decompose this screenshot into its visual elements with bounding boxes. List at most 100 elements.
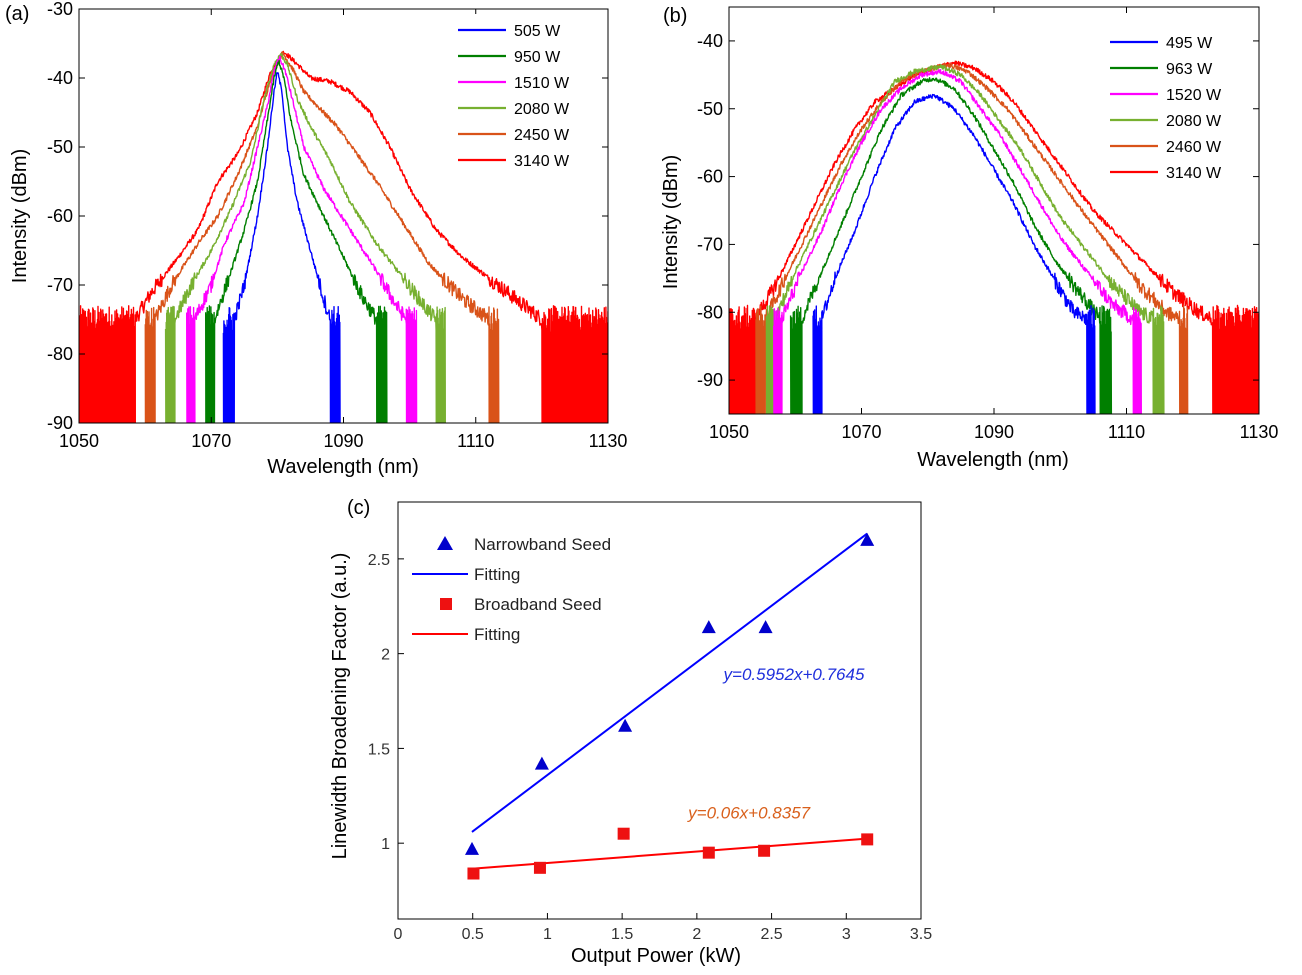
panel-b-label: (b) bbox=[663, 5, 687, 27]
panel-a-ytick-label: -60 bbox=[47, 206, 73, 226]
panel-c-xtick-label: 2 bbox=[692, 926, 701, 943]
panel-b-legend-label: 2080 W bbox=[1166, 113, 1222, 130]
panel-c-narrowband-point bbox=[701, 620, 716, 634]
panel-c-narrowband-point bbox=[465, 841, 479, 855]
panel-c-xtick-label: 3.5 bbox=[910, 926, 932, 943]
panel-b-series-2080w bbox=[765, 64, 1165, 414]
panel-a-xtick-label: 1090 bbox=[323, 431, 363, 451]
panel-c-xtick-label: 1.5 bbox=[611, 926, 633, 943]
panel-b-legend-label: 963 W bbox=[1166, 61, 1213, 78]
panel-a-plot: 1050 1070 1090 1110 1130 -30 -40 -50 -60 -70 -80 -9… bbox=[47, 0, 627, 451]
panel-c-ytick-label: 1.5 bbox=[368, 741, 390, 758]
panel-c-broadband-point bbox=[617, 827, 630, 840]
panel-b-xlabel: Wavelength (nm) bbox=[917, 449, 1069, 471]
panel-c-plot: 0 0.5 1 1.5 2 2.5 3 3.5 1 1.5 2 2.5 y=0.5952x+0.7645… bbox=[368, 501, 932, 943]
panel-c-legend-label: Narrowband Seed bbox=[474, 535, 611, 554]
panel-c-xlabel: Output Power (kW) bbox=[571, 945, 741, 967]
panel-c-ylabel: Linewidth Broadening Factor (a.u.) bbox=[329, 553, 351, 860]
panel-c-legend: Narrowband Seed Fitting Broadband Seed Fitt… bbox=[412, 535, 611, 644]
panel-b-xtick-label: 1070 bbox=[841, 422, 881, 442]
panel-b-series-495w bbox=[812, 93, 1096, 414]
panel-c-fit-equation-1: y=0.06x+0.8357 bbox=[687, 804, 810, 823]
panel-c: (c) 0 0.5 1 1.5 2 2.5 3 3.5 1 1.5 2 2.5 y=0.5952x+0.… bbox=[329, 497, 932, 967]
panel-a-xtick-label: 1070 bbox=[191, 431, 231, 451]
panel-b-series-2460w bbox=[755, 62, 1189, 414]
panel-a-series-2080w bbox=[164, 53, 446, 423]
panel-b-xtick-label: 1130 bbox=[1240, 422, 1279, 442]
panel-c-narrowband-point bbox=[860, 532, 875, 546]
panel-c-broadband-point bbox=[758, 844, 771, 857]
panel-c-xtick-label: 0 bbox=[394, 926, 403, 943]
panel-b: (b) 1050 1070 1090 1110 1130 -40 -50 -60 -70 -80 -… bbox=[660, 5, 1278, 471]
panel-a-ytick-label: -90 bbox=[47, 413, 73, 433]
panel-b-plot: 1050 1070 1090 1110 1130 -40 -50 -60 -70 -80 -90 49… bbox=[697, 6, 1279, 442]
panel-b-legend-label: 1520 W bbox=[1166, 87, 1222, 104]
panel-a-data bbox=[79, 50, 608, 423]
panel-c-broadband-point bbox=[467, 867, 480, 880]
panel-c-xtick-label: 1 bbox=[543, 926, 552, 943]
panel-b-series-963w bbox=[789, 77, 1113, 414]
panel-a-series-505w bbox=[222, 72, 341, 423]
panel-c-axes-frame bbox=[397, 501, 922, 920]
panel-b-ytick-label: -50 bbox=[697, 99, 723, 119]
panel-c-xtick-label: 0.5 bbox=[462, 926, 484, 943]
panel-b-legend-label: 3140 W bbox=[1166, 165, 1222, 182]
panel-b-data bbox=[729, 60, 1259, 414]
panel-c-broadband-point bbox=[861, 833, 874, 846]
panel-b-legend-box bbox=[1100, 26, 1250, 186]
panel-a-series-2450w bbox=[144, 51, 500, 423]
panel-a-ytick-label: -50 bbox=[47, 137, 73, 157]
panel-c-broadband-point bbox=[533, 861, 546, 874]
panel-c-ytick-label: 2 bbox=[381, 647, 390, 664]
panel-b-series-1520w bbox=[773, 69, 1142, 414]
panel-c-legend-marker-square bbox=[440, 598, 452, 610]
panel-c-narrowband-point bbox=[758, 620, 773, 634]
panel-b-ytick-label: -90 bbox=[697, 370, 723, 390]
panel-a-series-950w bbox=[205, 60, 388, 423]
panel-b-legend-label: 495 W bbox=[1166, 35, 1213, 52]
panel-a-xlabel: Wavelength (nm) bbox=[267, 456, 419, 478]
panel-c-broadband-point bbox=[702, 846, 715, 859]
panel-a: (a) 1050 1070 1090 1110 1130 -30 -40 -50 -60 -70 -… bbox=[5, 0, 627, 478]
panel-b-ylabel: Intensity (dBm) bbox=[660, 155, 682, 289]
panel-a-legend: 505 W 950 W 1510 W 2080 W 2450 W 3140 W bbox=[448, 14, 596, 176]
panel-c-label: (c) bbox=[347, 497, 370, 519]
panel-a-legend-label: 2080 W bbox=[514, 101, 570, 118]
panel-c-fit-equation-0: y=0.5952x+0.7645 bbox=[723, 665, 865, 684]
panel-c-legend-marker-triangle bbox=[437, 536, 453, 550]
panel-a-ytick-label: -70 bbox=[47, 275, 73, 295]
panel-a-ytick-label: -80 bbox=[47, 344, 73, 364]
panel-a-legend-box bbox=[448, 14, 596, 176]
panel-b-ytick-label: -70 bbox=[697, 234, 723, 254]
panel-a-legend-label: 1510 W bbox=[514, 75, 570, 92]
panel-b-xtick-label: 1050 bbox=[709, 422, 749, 442]
panel-a-ytick-label: -30 bbox=[47, 0, 73, 19]
panel-b-ytick-label: -60 bbox=[697, 167, 723, 187]
panel-b-legend: 495 W 963 W 1520 W 2080 W 2460 W 3140 W bbox=[1100, 26, 1250, 186]
panel-b-series-3140w bbox=[729, 60, 1259, 414]
panel-a-legend-label: 505 W bbox=[514, 23, 561, 40]
panel-c-legend-label: Fitting bbox=[474, 565, 520, 584]
panel-a-label: (a) bbox=[5, 3, 29, 25]
panel-c-ytick-label: 1 bbox=[381, 836, 390, 853]
panel-a-series-1510w bbox=[186, 55, 418, 423]
panel-a-xtick-label: 1110 bbox=[457, 431, 494, 451]
panel-b-ytick-label: -80 bbox=[697, 302, 723, 322]
panel-c-xtick-label: 3 bbox=[842, 926, 851, 943]
panel-c-ytick-label: 2.5 bbox=[368, 552, 390, 569]
panel-a-legend-label: 3140 W bbox=[514, 153, 570, 170]
panel-b-xtick-label: 1090 bbox=[974, 422, 1014, 442]
panel-a-ytick-label: -40 bbox=[47, 68, 73, 88]
panel-c-narrowband-point bbox=[534, 756, 549, 770]
panel-b-legend-label: 2460 W bbox=[1166, 139, 1222, 156]
panel-a-xtick-label: 1050 bbox=[59, 431, 99, 451]
panel-c-xtick-label: 2.5 bbox=[760, 926, 782, 943]
panel-c-fit-line-0 bbox=[471, 532, 868, 833]
panel-a-legend-label: 2450 W bbox=[514, 127, 570, 144]
panel-b-ytick-label: -40 bbox=[697, 31, 723, 51]
panel-a-ylabel: Intensity (dBm) bbox=[9, 149, 31, 283]
panel-b-xtick-label: 1110 bbox=[1108, 422, 1145, 442]
panel-c-legend-label: Broadband Seed bbox=[474, 595, 602, 614]
panel-c-narrowband-point bbox=[618, 718, 633, 732]
panel-a-legend-label: 950 W bbox=[514, 49, 561, 66]
